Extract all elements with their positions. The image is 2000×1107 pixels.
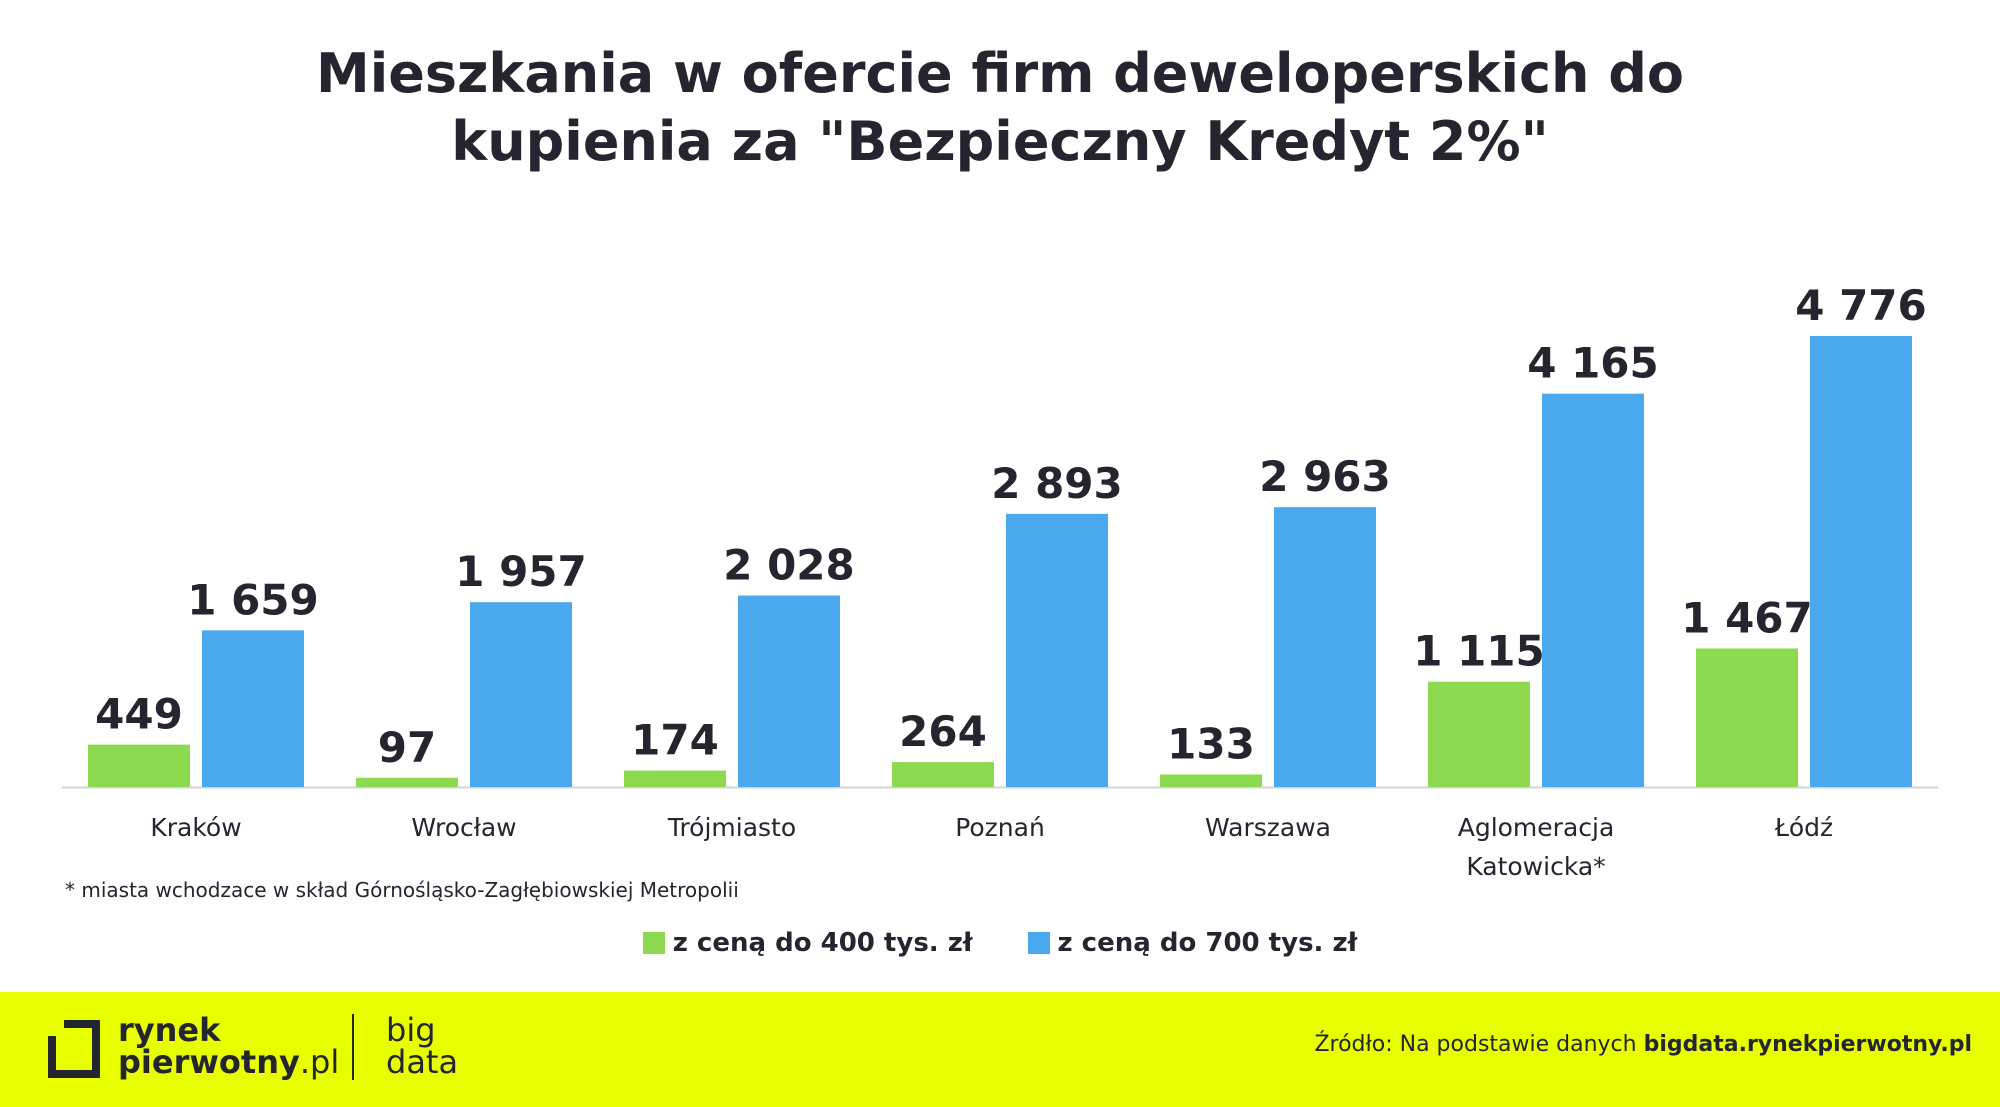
rynekpierwotny-logo-icon <box>48 1020 100 1078</box>
legend-label-series-1: z ceną do 400 tys. zł <box>672 928 973 958</box>
bar-series-1-3 <box>892 762 994 787</box>
bar-series-2-0 <box>202 630 304 787</box>
bar-series-1-0 <box>88 744 190 787</box>
data-label-series-2-3: 2 893 <box>991 459 1123 508</box>
source-link[interactable]: bigdata.rynekpierwotny.pl <box>1643 1032 1972 1057</box>
bar-series-2-5 <box>1542 393 1644 787</box>
source-credit: Źródło: Na podstawie danych bigdata.ryne… <box>1314 1032 1972 1057</box>
logo-divider <box>352 1014 354 1080</box>
bar-series-1-5 <box>1428 681 1530 787</box>
data-label-series-1-1: 97 <box>378 723 436 772</box>
x-tick-label-2: Trójmiasto <box>667 813 796 842</box>
legend-item-series-1: z ceną do 400 tys. zł <box>642 928 973 958</box>
legend-swatch-blue <box>1027 932 1050 954</box>
bar-series-1-6 <box>1696 648 1798 787</box>
x-tick-label-5-line-1: Aglomeracja <box>1458 813 1615 842</box>
data-label-series-1-4: 133 <box>1167 719 1255 768</box>
x-tick-label-3: Poznań <box>955 813 1045 842</box>
bigdata-logo: big data <box>386 1014 458 1078</box>
logo-line-1: rynek <box>118 1011 221 1049</box>
legend-swatch-green <box>642 932 665 954</box>
data-label-series-2-6: 4 776 <box>1795 281 1927 330</box>
rynekpierwotny-logo-text: rynek pierwotny.pl <box>118 1014 339 1078</box>
legend-item-series-2: z ceną do 700 tys. zł <box>1027 928 1358 958</box>
bar-series-2-1 <box>470 602 572 787</box>
bar-series-1-4 <box>1160 774 1262 787</box>
x-tick-label-5-line-2: Katowicka* <box>1466 852 1605 880</box>
x-tick-label-6: Łódź <box>1774 813 1833 842</box>
bigdata-line-2: data <box>386 1043 459 1081</box>
legend: z ceną do 400 tys. zł z ceną do 700 tys.… <box>0 928 2000 958</box>
data-label-series-1-6: 1 467 <box>1681 593 1813 642</box>
bar-series-1-2 <box>624 770 726 787</box>
bar-series-2-6 <box>1810 336 1912 787</box>
chart-title-line-2: kupienia za "Bezpieczny Kredyt 2%" <box>451 110 1549 173</box>
x-tick-label-0: Kraków <box>150 813 241 842</box>
x-tick-label-4: Warszawa <box>1205 813 1331 842</box>
bar-series-1-1 <box>356 777 458 787</box>
bar-series-2-2 <box>738 595 840 787</box>
source-prefix: Źródło: Na podstawie danych <box>1314 1032 1644 1057</box>
chart-title-line-1: Mieszkania w ofercie firm deweloperskich… <box>315 42 1685 105</box>
logo-line-2-bold: pierwotny <box>118 1043 300 1081</box>
bar-series-2-3 <box>1006 513 1108 787</box>
data-label-series-1-3: 264 <box>899 707 987 756</box>
data-label-series-1-2: 174 <box>631 716 719 765</box>
data-label-series-2-5: 4 165 <box>1527 339 1659 388</box>
logo-line-2: pierwotny.pl <box>118 1046 339 1078</box>
data-label-series-2-0: 1 659 <box>187 575 319 624</box>
bigdata-line-1: big <box>386 1011 436 1049</box>
logo-line-2-domain: .pl <box>299 1043 340 1081</box>
x-tick-label-1: Wrocław <box>411 813 516 842</box>
chart-title: Mieszkania w ofercie firm deweloperskich… <box>0 40 2000 176</box>
data-label-series-1-5: 1 115 <box>1413 627 1545 676</box>
bar-chart: 449 1 659 Kraków 97 1 957 Wrocław 174 2 028 Trój… <box>62 281 1938 880</box>
footnote: * miasta wchodzace w skład Górnośląsko-Z… <box>65 878 739 902</box>
footer-bar: rynek pierwotny.pl big data Źródło: Na p… <box>0 992 2000 1107</box>
legend-label-series-2: z ceną do 700 tys. zł <box>1057 928 1358 958</box>
data-label-series-2-1: 1 957 <box>455 547 587 596</box>
data-label-series-2-2: 2 028 <box>723 540 855 589</box>
data-label-series-1-0: 449 <box>95 690 183 739</box>
data-label-series-2-4: 2 963 <box>1259 452 1391 501</box>
bar-series-2-4 <box>1274 507 1376 787</box>
